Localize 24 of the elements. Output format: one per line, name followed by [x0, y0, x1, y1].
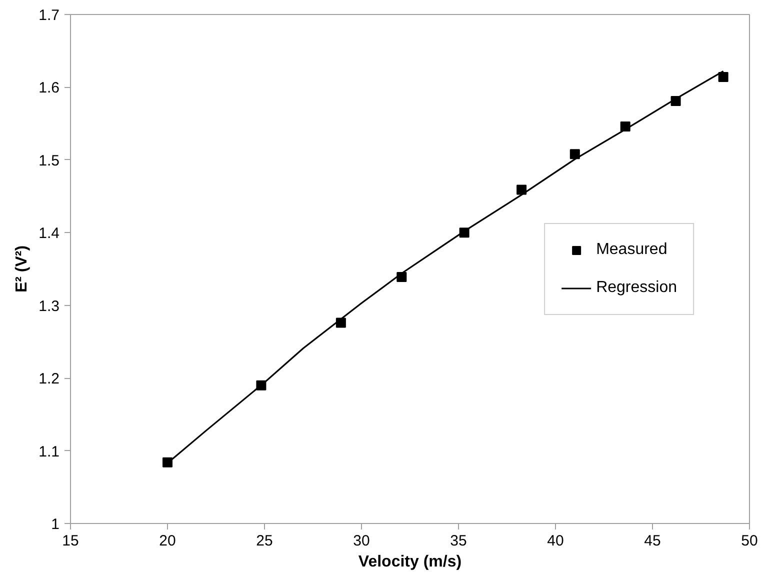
x-tick-label: 20 [159, 532, 176, 550]
x-tick-label: 50 [741, 532, 758, 550]
y-tick-label: 1.4 [38, 225, 60, 242]
point [718, 72, 728, 82]
point [162, 457, 172, 468]
x-tick-label: 40 [547, 532, 564, 550]
legend-label: Regression [596, 278, 677, 296]
y-tick-label: 1.1 [38, 443, 60, 460]
x-tick-label: 45 [644, 532, 661, 550]
legend-label: Measured [596, 240, 668, 258]
y-tick-label: 1.7 [38, 7, 60, 24]
y-tick-label: 1.5 [38, 152, 60, 170]
point [516, 184, 527, 195]
y-tick-label: 1.6 [38, 80, 60, 97]
x-tick-label: 35 [450, 532, 467, 550]
y-tick-label: 1.3 [38, 298, 60, 315]
point [570, 149, 580, 160]
y-tick-label: 1 [51, 516, 60, 533]
x-axis-title: Velocity (m/s) [358, 554, 462, 570]
x-tick-label: 25 [256, 532, 273, 550]
x-tick-label: 30 [353, 532, 370, 550]
y-tick-label: 1.2 [38, 370, 60, 388]
x-tick-label: 15 [62, 532, 79, 550]
y-axis-title: E² (V²) [14, 245, 31, 293]
